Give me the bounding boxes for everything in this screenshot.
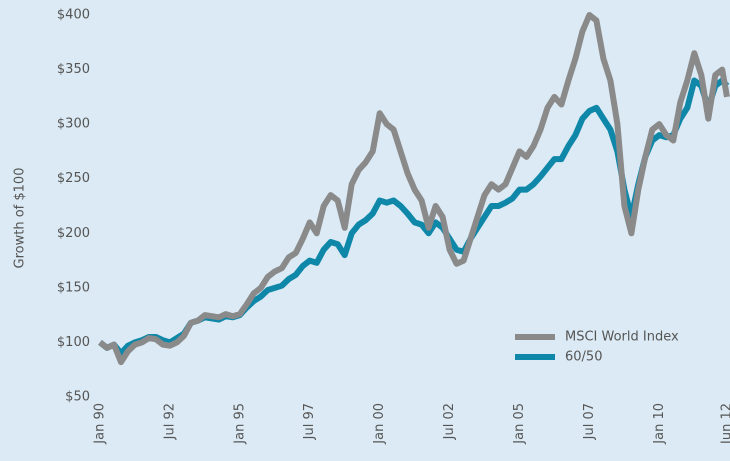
y-tick-label: $250 <box>57 171 90 186</box>
x-tick-label: Jan 00 <box>372 403 387 445</box>
y-tick-label: $300 <box>57 117 90 132</box>
x-tick-label: Jan 10 <box>652 403 667 445</box>
x-tick-label: Jul 02 <box>442 403 457 440</box>
y-tick-label: $400 <box>57 8 90 23</box>
x-tick-label: Jun 12 <box>720 403 730 445</box>
y-tick-label: $150 <box>57 280 90 295</box>
x-tick-label: Jul 07 <box>582 403 597 440</box>
y-tick-label: $100 <box>57 335 90 350</box>
x-tick-label: Jul 97 <box>302 403 317 440</box>
x-tick-label: Jan 95 <box>232 403 247 445</box>
y-tick-label: $200 <box>57 226 90 241</box>
x-tick-label: Jul 92 <box>162 403 177 440</box>
y-tick-label: $350 <box>57 62 90 77</box>
legend-label: MSCI World Index <box>565 330 679 345</box>
y-tick-label: $50 <box>65 390 90 405</box>
series-line <box>98 12 730 366</box>
x-tick-label: Jan 90 <box>93 403 108 445</box>
y-axis-label: Growth of $100 <box>13 168 28 269</box>
x-tick-label: Jan 05 <box>512 403 527 445</box>
legend-label: 60/50 <box>565 350 602 365</box>
